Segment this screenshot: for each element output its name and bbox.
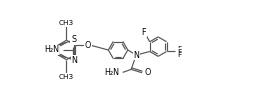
Text: CH3: CH3 <box>59 20 74 27</box>
Text: O: O <box>144 68 151 77</box>
Text: F: F <box>142 28 146 37</box>
Text: O: O <box>85 41 91 50</box>
Text: CH3: CH3 <box>59 74 74 80</box>
Text: H₂N: H₂N <box>44 46 59 54</box>
Text: F: F <box>177 52 181 58</box>
Text: H₂N: H₂N <box>104 68 119 77</box>
Text: N: N <box>72 56 78 65</box>
Text: S: S <box>71 35 76 44</box>
Text: N: N <box>133 51 139 60</box>
Text: F: F <box>177 46 181 52</box>
Text: F: F <box>177 49 181 55</box>
